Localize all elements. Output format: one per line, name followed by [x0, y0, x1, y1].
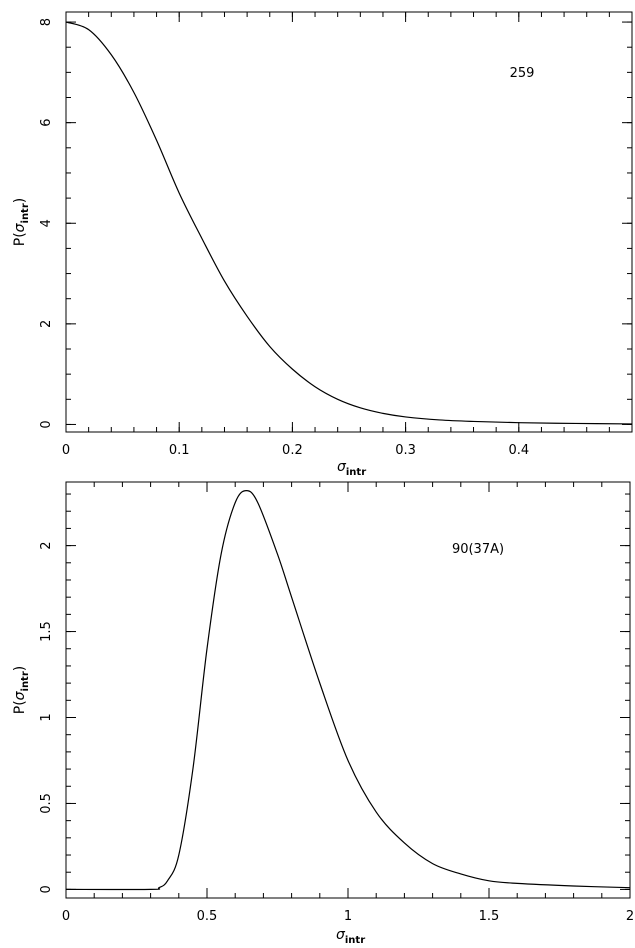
- x-tick-label: 0: [62, 909, 70, 924]
- plot-frame: [65, 11, 633, 433]
- y-tick-label: 0: [39, 885, 54, 893]
- plot-frame: [65, 481, 631, 899]
- probability-curve: [65, 21, 633, 425]
- x-tick-label: 0.4: [508, 443, 529, 458]
- y-axis-subscript: intr: [20, 671, 31, 691]
- y-axis-symbol: σ: [12, 690, 28, 700]
- x-axis-symbol: σ: [337, 459, 347, 475]
- y-tick-label: 4: [39, 219, 54, 227]
- y-tick-label: 1.5: [39, 621, 54, 642]
- y-tick-label: 2: [39, 541, 54, 549]
- y-axis-suffix: ): [12, 198, 28, 203]
- x-tick-label: 0.1: [169, 443, 190, 458]
- y-tick-label: 8: [39, 18, 54, 26]
- x-axis-title: σintr: [337, 459, 366, 478]
- panel-annotation: 90(37A): [452, 542, 504, 557]
- y-tick-label: 0.5: [39, 793, 54, 814]
- x-tick-label: 1.5: [479, 909, 500, 924]
- x-tick-label: 1: [344, 909, 352, 924]
- y-axis-prefix: P(: [12, 700, 28, 714]
- x-tick-label: 0.3: [395, 443, 416, 458]
- y-axis-prefix: P(: [12, 232, 28, 246]
- x-tick-label: 0.5: [197, 909, 218, 924]
- y-axis-subscript: intr: [20, 203, 31, 223]
- x-axis-title: σintr: [336, 927, 365, 946]
- y-axis-title: P(σintr): [12, 198, 31, 247]
- y-tick-label: 1: [39, 713, 54, 721]
- y-axis-symbol: σ: [12, 222, 28, 232]
- y-axis-suffix: ): [12, 666, 28, 671]
- x-tick-label: 2: [626, 909, 634, 924]
- panel-annotation: 259: [510, 66, 535, 81]
- x-axis-subscript: intr: [345, 935, 365, 946]
- y-tick-label: 0: [39, 420, 54, 428]
- x-axis-subscript: intr: [346, 467, 366, 478]
- y-tick-label: 6: [39, 119, 54, 127]
- y-axis-title: P(σintr): [12, 666, 31, 715]
- x-tick-label: 0.2: [282, 443, 303, 458]
- y-tick-label: 2: [39, 320, 54, 328]
- probability-curve: [65, 489, 631, 891]
- x-tick-label: 0: [62, 443, 70, 458]
- x-axis-symbol: σ: [336, 927, 346, 943]
